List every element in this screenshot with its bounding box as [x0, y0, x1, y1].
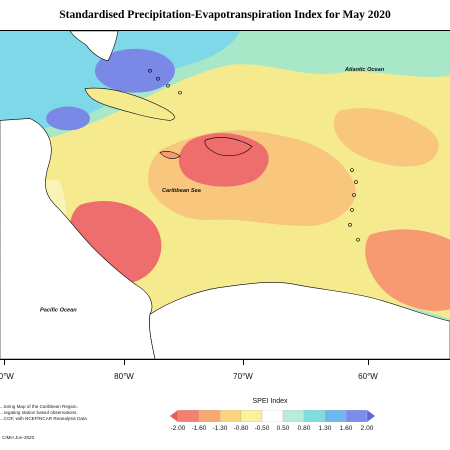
very-wet-zone-cuba-west: [46, 106, 90, 131]
legend-tick-label: -1.60: [191, 425, 207, 432]
dry-zone-atlantic: [333, 108, 439, 167]
legend-tick-label: -0.50: [254, 425, 270, 432]
legend-tick-label: -2.00: [170, 425, 186, 432]
legend-tick-label: 0.50: [276, 425, 290, 432]
legend-swatch: [240, 410, 263, 422]
figure-title: Standardised Precipitation-Evapotranspir…: [59, 9, 391, 21]
legend-tick-label: 0.80: [297, 425, 311, 432]
lon-tick-80: [124, 360, 125, 365]
lesser-antilles: [148, 68, 360, 242]
legend-tick-label: -1.30: [212, 425, 228, 432]
legend-swatch: [324, 410, 347, 422]
legend-swatch: [170, 410, 179, 422]
legend-swatch: [303, 410, 326, 422]
land-south-america: [149, 282, 450, 359]
spei-color-legend: [170, 410, 375, 422]
legend-swatch: [219, 410, 242, 422]
lon-label-80: 80°W: [114, 372, 134, 381]
legend-swatch: [345, 410, 368, 422]
legend-swatch: [198, 410, 221, 422]
label-atlantic-ocean: Atlantic Ocean: [344, 67, 385, 73]
land-florida: [69, 31, 119, 62]
spei-map: Atlantic Ocean Caribbean Sea Pacific Oce…: [0, 30, 450, 360]
legend-swatch: [366, 410, 375, 422]
land-cuba: [84, 87, 175, 121]
legend-title: SPEI Index: [252, 398, 288, 405]
land-hispaniola: [204, 137, 253, 157]
lon-label-60: 60°W: [358, 372, 378, 381]
very-wet-zone-bahamas: [95, 48, 175, 93]
footnote-line: ...COF, with NCEP/NCAR Reanalysis Data: [0, 416, 87, 422]
label-caribbean-sea: Caribbean Sea: [162, 188, 201, 194]
copyright-text: CIMH Jun-2020: [2, 435, 35, 440]
lon-tick-90: [4, 360, 5, 365]
legend-tick-label: 1.60: [339, 425, 353, 432]
legend-swatch: [177, 410, 200, 422]
label-pacific-ocean: Pacific Ocean: [40, 307, 77, 313]
legend-labels: -2.00 -1.60 -1.30 -0.80 -0.50 0.50 0.80 1.30 1.6…: [170, 425, 374, 435]
lon-tick-70: [243, 360, 244, 365]
legend-tick-label: -0.80: [233, 425, 249, 432]
legend-swatch: [261, 410, 284, 422]
footnote: ...toring Map of the Caribbean Region. .…: [0, 404, 112, 423]
lon-label-90: 90°W: [0, 372, 14, 381]
lon-tick-60: [368, 360, 369, 365]
legend-tick-label: 2.00: [360, 425, 374, 432]
dry-zone-south-east: [365, 229, 450, 311]
land-jamaica: [159, 151, 181, 159]
footnote-line: ...regating station based observations,: [0, 410, 78, 416]
legend-tick-label: 1.30: [318, 425, 332, 432]
lon-label-70: 70°W: [233, 372, 253, 381]
legend-swatch: [282, 410, 305, 422]
footnote-line: ...toring Map of the Caribbean Region.: [0, 404, 78, 409]
